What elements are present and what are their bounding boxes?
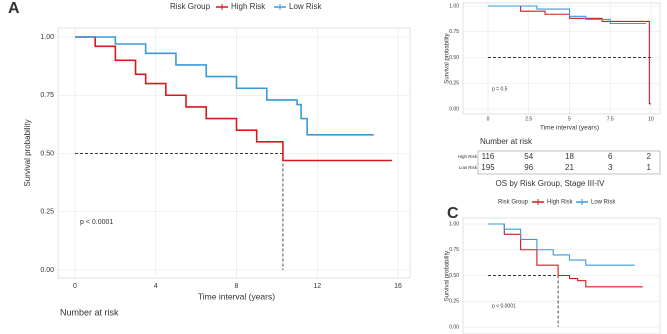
legend-label: Low Risk xyxy=(591,200,616,206)
y-axis-title: Survival probability xyxy=(445,251,451,301)
risk-count: 21 xyxy=(565,163,574,172)
y-tick-label: 0.25 xyxy=(40,209,54,216)
p-value: p < 0.0001 xyxy=(492,303,516,309)
risk-row-label: High Risk xyxy=(458,154,478,159)
risk-count: 116 xyxy=(482,152,495,161)
risk-count: 1 xyxy=(647,163,652,172)
p-value: p = 0.5 xyxy=(492,86,508,92)
risk-count: 6 xyxy=(608,152,613,161)
legend-title: Risk Group xyxy=(170,2,211,11)
y-tick-label: 0.50 xyxy=(449,273,459,279)
survival-curve xyxy=(75,36,392,162)
y-tick-label: 0.25 xyxy=(449,81,459,87)
y-tick-label: 0.00 xyxy=(449,106,459,112)
survival-curve xyxy=(488,223,635,266)
y-tick-label: 0.75 xyxy=(40,92,54,99)
x-tick-label: 8 xyxy=(235,283,239,290)
legend-title: Risk Group xyxy=(498,200,529,206)
x-tick-label: 5 xyxy=(568,116,571,122)
legend-label: High Risk xyxy=(231,2,266,11)
y-tick-label: 0.25 xyxy=(449,299,459,305)
risk-table-title: Number at risk xyxy=(480,137,533,146)
survival-curve xyxy=(75,36,374,136)
risk-table-title: Number at risk xyxy=(60,307,119,317)
risk-count: 195 xyxy=(481,163,495,172)
y-tick-label: 1.00 xyxy=(449,3,459,9)
plot-panel xyxy=(57,27,411,279)
panel-label: C xyxy=(447,205,459,222)
p-value: p < 0.0001 xyxy=(80,219,113,226)
survival-curve xyxy=(488,223,643,288)
x-axis-title: Time interval (years) xyxy=(198,291,275,301)
y-tick-label: 0.75 xyxy=(449,247,459,253)
plot-panel xyxy=(462,2,661,115)
panel-label: A xyxy=(8,0,20,17)
y-tick-label: 0.00 xyxy=(449,324,459,330)
y-axis-title: Survival probability xyxy=(445,33,451,83)
y-tick-label: 0.50 xyxy=(449,55,459,61)
risk-count: 2 xyxy=(647,152,652,161)
risk-table-box xyxy=(477,150,661,175)
y-tick-label: 0.75 xyxy=(449,29,459,35)
x-tick-label: 12 xyxy=(313,283,321,290)
y-tick-label: 1.00 xyxy=(449,221,459,227)
y-tick-label: 0.00 xyxy=(40,267,54,274)
x-tick-label: 16 xyxy=(394,283,402,290)
y-axis-title: Survival probability xyxy=(23,119,32,186)
legend-label: Low Risk xyxy=(289,2,322,11)
x-tick-label: 0 xyxy=(73,283,77,290)
x-tick-label: 0 xyxy=(487,116,490,122)
risk-count: 96 xyxy=(524,163,533,172)
x-tick-label: 2.5 xyxy=(525,116,532,122)
legend-label: High Risk xyxy=(547,200,574,206)
x-tick-label: 10 xyxy=(648,116,654,122)
x-tick-label: 7.5 xyxy=(607,116,614,122)
risk-row-label: Low Risk xyxy=(459,165,478,170)
y-tick-label: 1.00 xyxy=(40,34,54,41)
survival-curve xyxy=(488,5,647,25)
risk-count: 18 xyxy=(565,152,574,161)
chart-title: OS by Risk Group, Stage III-IV xyxy=(496,179,606,188)
risk-count: 54 xyxy=(524,152,533,161)
y-tick-label: 0.50 xyxy=(40,150,54,157)
x-axis-title: Time interval (years) xyxy=(540,125,599,132)
risk-count: 3 xyxy=(608,163,613,172)
x-tick-label: 4 xyxy=(154,283,158,290)
